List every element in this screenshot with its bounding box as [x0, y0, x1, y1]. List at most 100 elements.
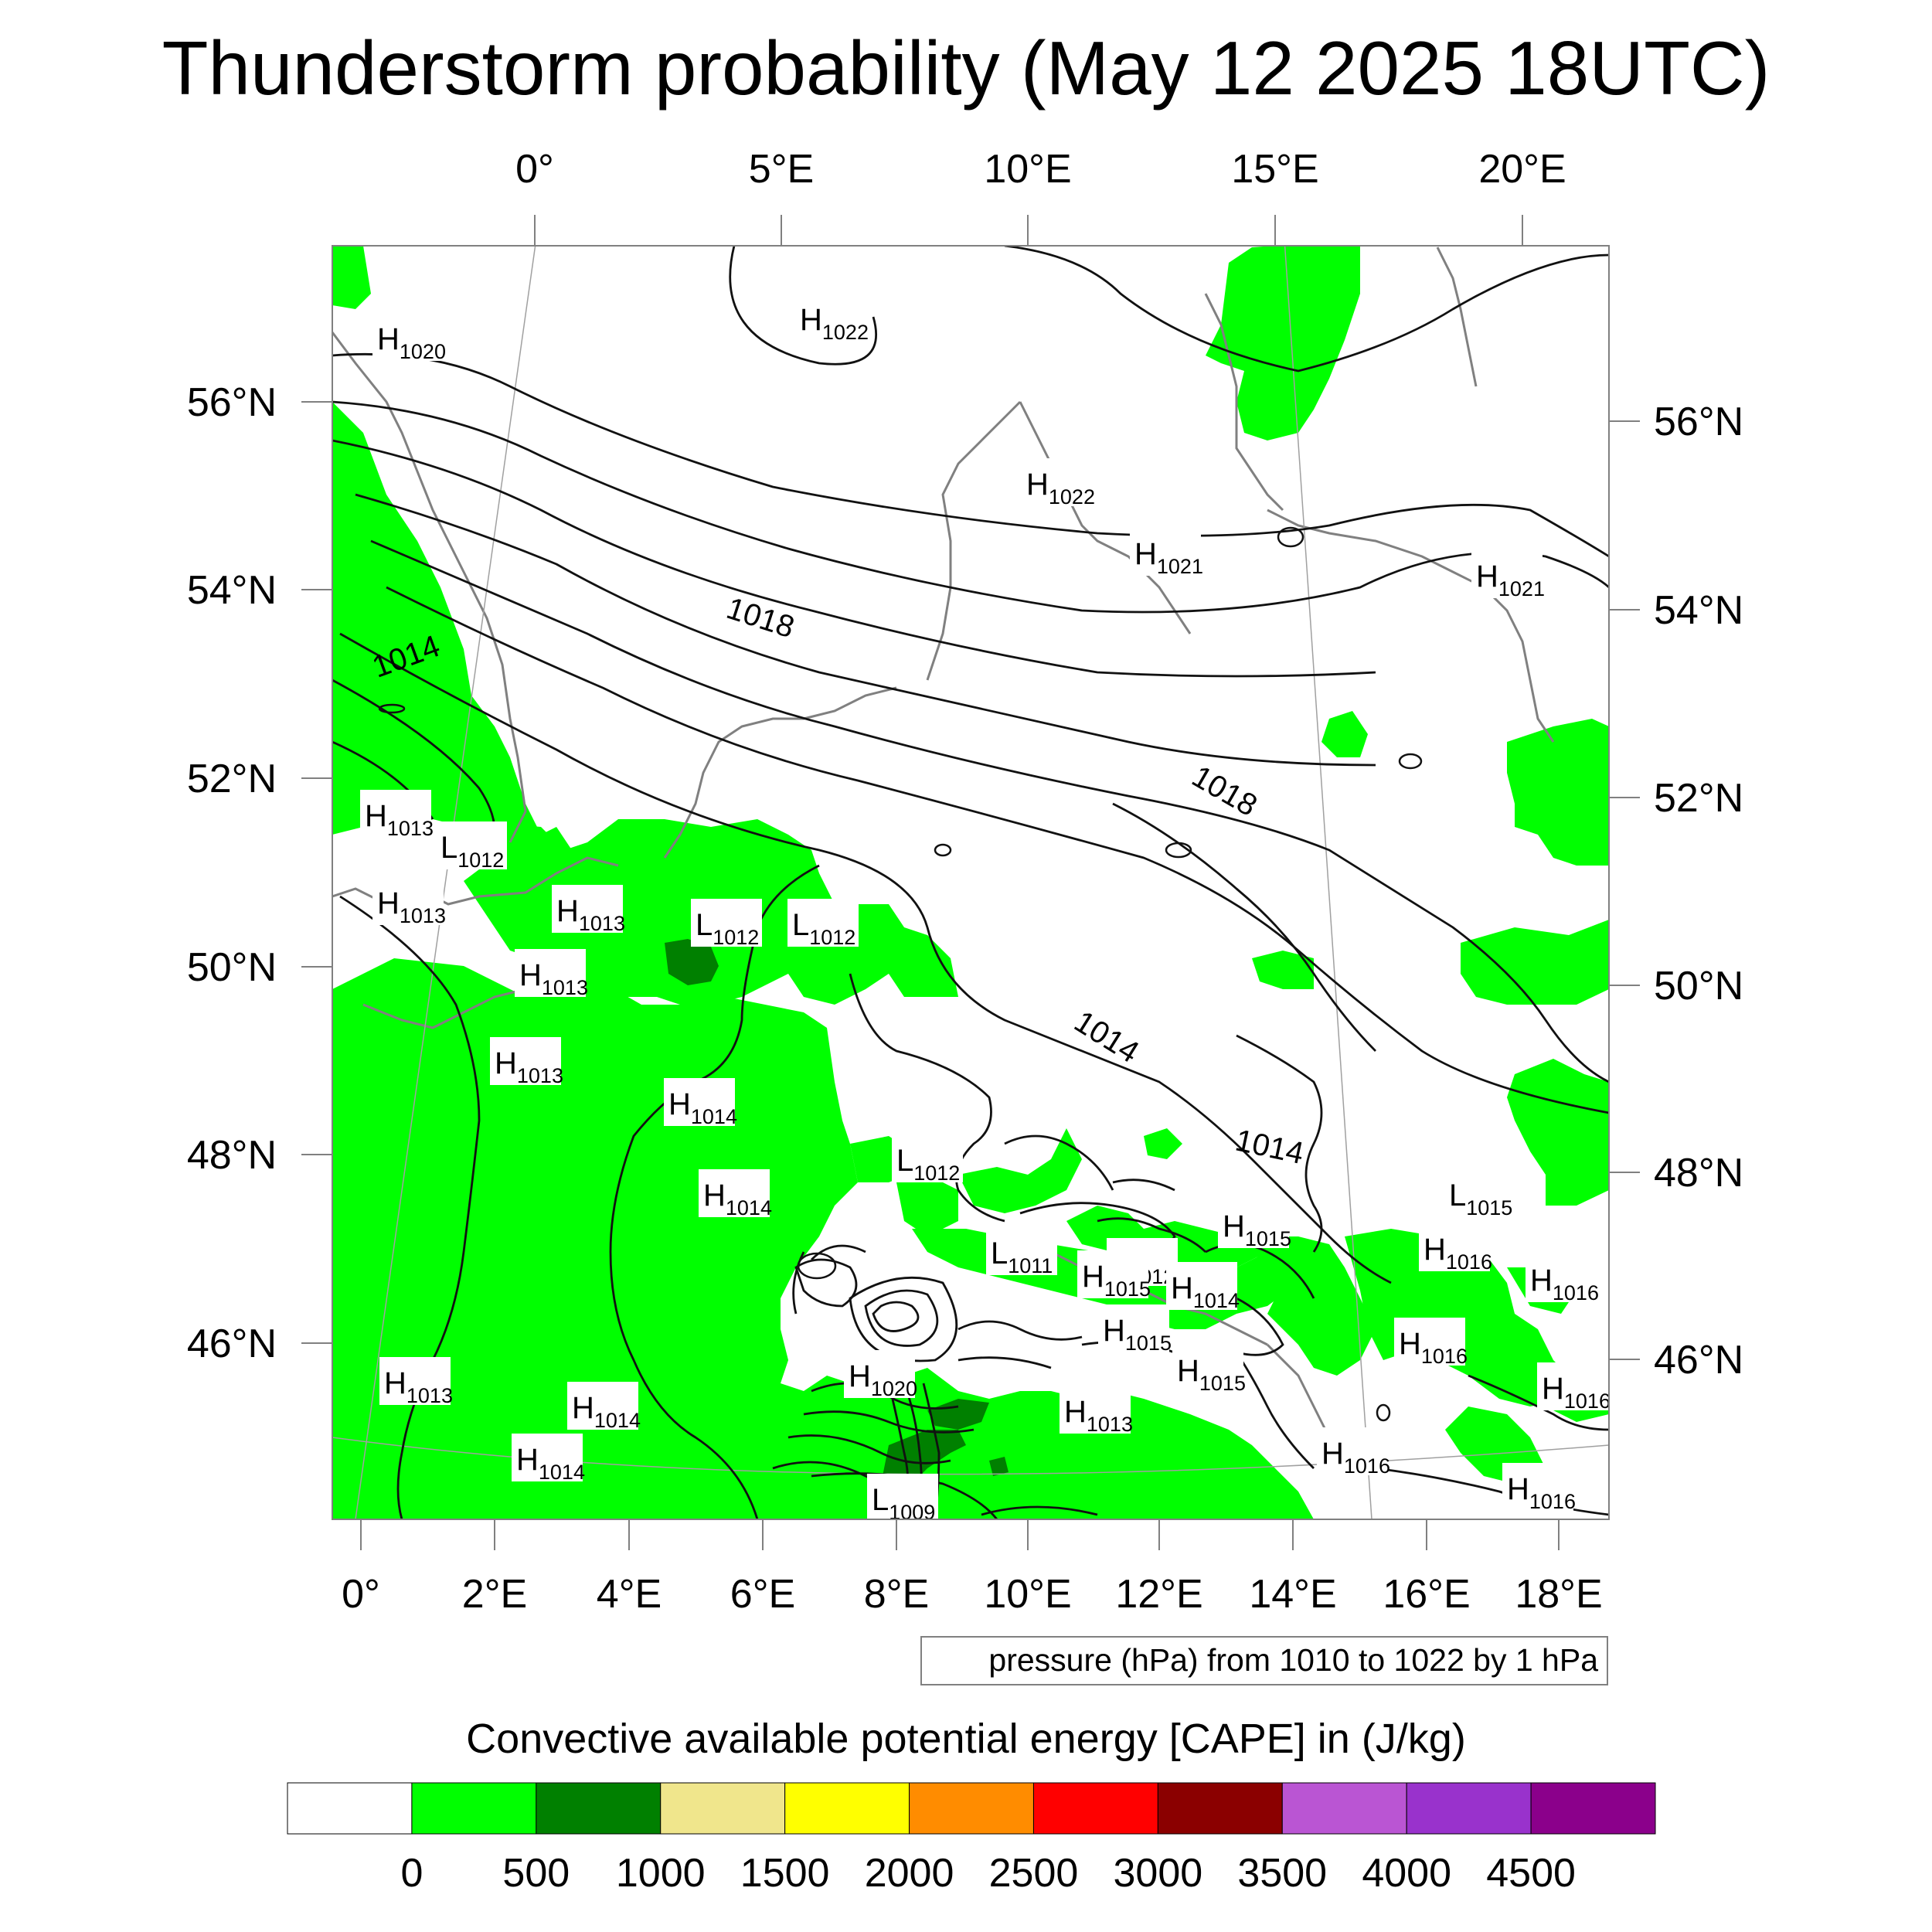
right-lat-label: 50°N — [1654, 964, 1743, 1009]
pressure-center-label-bg — [1317, 1427, 1388, 1475]
pressure-center-label-bg — [1444, 1169, 1515, 1217]
pressure-center-label: H1016 — [1530, 1264, 1599, 1304]
pressure-center-label-bg — [1022, 458, 1093, 506]
colorbar-tick-label: 500 — [502, 1851, 570, 1896]
pressure-center-label-bg — [844, 1350, 915, 1398]
top-lon-label: 15°E — [1231, 147, 1318, 192]
pressure-center-label-bg — [986, 1227, 1057, 1275]
pressure-center-label: H1013 — [1064, 1395, 1133, 1436]
colorbar-swatch — [1530, 1782, 1656, 1835]
right-latitude-labels: 56°N 54°N 52°N 50°N 48°N 46°N — [1654, 400, 1743, 1383]
top-lon-label: 10°E — [984, 147, 1071, 192]
isobars — [332, 246, 1609, 1519]
pressure-center-label-bg — [1218, 1200, 1289, 1248]
colorbar-tick-label: 1500 — [740, 1851, 830, 1896]
pressure-center-label-bg — [372, 877, 444, 925]
left-lat-label: 56°N — [187, 380, 277, 425]
pressure-center-label-bg — [1166, 1262, 1237, 1310]
pressure-center-label: L1011 — [991, 1236, 1053, 1277]
colorbar-tick-label: 2500 — [989, 1851, 1079, 1896]
bottom-lon-label: 18°E — [1515, 1572, 1602, 1617]
pressure-center-label: H1013 — [365, 799, 434, 840]
colorbar-tick-label: 4500 — [1486, 1851, 1576, 1896]
left-lat-label: 52°N — [187, 757, 277, 801]
pressure-center-label-bg — [1419, 1223, 1490, 1271]
right-lat-label: 52°N — [1654, 776, 1743, 821]
pressure-center-label-bg — [515, 949, 586, 997]
colorbar-swatch — [536, 1782, 662, 1835]
pressure-center-label: H1020 — [377, 322, 446, 363]
top-lon-label: 20°E — [1478, 147, 1566, 192]
right-lat-label: 54°N — [1654, 588, 1743, 633]
left-axis-ticks — [301, 401, 332, 1344]
pressure-center-label-bg — [360, 790, 431, 838]
pressure-center-label-bg — [436, 821, 507, 869]
pressure-center-label-bg — [892, 1134, 963, 1182]
colorbar-tick-label: 3000 — [1114, 1851, 1203, 1896]
bottom-lon-label: 12°E — [1115, 1572, 1202, 1617]
colorbar-tick-label: 2000 — [865, 1851, 954, 1896]
colorbar-tick-labels: 0 500 1000 1500 2000 2500 3000 3500 4000 4500 — [400, 1851, 1575, 1896]
top-lon-label: 0° — [515, 147, 554, 192]
pressure-center-label-bg — [1471, 550, 1543, 598]
pressure-center-label-bg — [372, 313, 444, 361]
pressure-center-label: H1022 — [1026, 468, 1095, 509]
bottom-lon-label: 14°E — [1249, 1572, 1336, 1617]
pressure-center-label-bg — [1077, 1250, 1148, 1298]
bottom-lon-label: 10°E — [984, 1572, 1071, 1617]
bottom-lon-label: 6°E — [730, 1572, 795, 1617]
pressure-center-label-bg — [691, 899, 762, 947]
pressure-center-label: H1015 — [1103, 1314, 1172, 1355]
left-lat-label: 50°N — [187, 945, 277, 990]
left-lat-label: 46°N — [187, 1321, 277, 1366]
pressure-center-label: H1016 — [1507, 1472, 1576, 1513]
pressure-center-label-bg — [787, 899, 859, 947]
pressure-center-label-bg — [379, 1357, 451, 1405]
pressure-center-label-bg — [1526, 1254, 1597, 1302]
pressure-center-label-bg — [795, 294, 866, 342]
pressure-center-label: H1014 — [668, 1087, 737, 1128]
left-lat-label: 48°N — [187, 1133, 277, 1178]
pressure-center-label: L1012 — [440, 831, 504, 872]
coastlines — [332, 247, 1555, 1469]
pressure-center-label: H1016 — [1423, 1233, 1492, 1274]
pressure-center-label: H1013 — [556, 894, 625, 935]
pressure-center-label-bg — [1130, 528, 1201, 576]
pressure-center-label: H1014 — [703, 1179, 772, 1219]
bottom-lon-label: 0° — [342, 1572, 380, 1617]
colorbar-swatch — [1406, 1782, 1532, 1835]
left-lat-label: 54°N — [187, 568, 277, 613]
pressure-center-label: H1015 — [1082, 1260, 1151, 1301]
pressure-center-label: H1013 — [495, 1046, 563, 1087]
colorbar-swatch — [1157, 1782, 1283, 1835]
pressure-center-label: H1021 — [1476, 560, 1545, 600]
pressure-center-label: H1016 — [1321, 1437, 1390, 1478]
colorbar-tick-label: 0 — [400, 1851, 423, 1896]
chart-title: Thunderstorm probability (May 12 2025 18… — [162, 26, 1770, 111]
pressure-center-label: L1015 — [1449, 1179, 1512, 1219]
colorbar-swatch — [411, 1782, 537, 1835]
colorbar-swatch — [287, 1782, 413, 1835]
top-lon-label: 5°E — [749, 147, 814, 192]
right-lat-label: 48°N — [1654, 1151, 1743, 1196]
pressure-center-label: H1015 — [1177, 1354, 1246, 1395]
plot-area: 1014 1018 1018 1014 1014 H1020H1022H1022… — [332, 246, 1609, 1524]
colorbar-tick-label: 1000 — [616, 1851, 706, 1896]
pressure-center-label: L1009 — [872, 1483, 935, 1524]
colorbar-tick-label: 4000 — [1362, 1851, 1451, 1896]
pressure-center-label-bg — [1172, 1345, 1243, 1393]
pressure-center-label: H1014 — [1171, 1271, 1240, 1312]
bottom-lon-label: 2°E — [462, 1572, 527, 1617]
colorbar-swatches — [287, 1782, 1656, 1835]
colorbar-title: Convective available potential energy [C… — [466, 1716, 1466, 1762]
pressure-center-label: H1014 — [516, 1443, 585, 1484]
pressure-center-label-bg — [552, 885, 623, 933]
bottom-lon-label: 16°E — [1383, 1572, 1470, 1617]
pressure-center-label-bg — [867, 1474, 938, 1519]
pressure-center-label-bg — [1098, 1304, 1169, 1352]
right-lat-label: 56°N — [1654, 400, 1743, 444]
pressure-center-label-bg — [1537, 1362, 1608, 1410]
cape-500-1000-field — [665, 939, 1009, 1519]
colorbar-swatch — [909, 1782, 1034, 1835]
bottom-lon-label: 8°E — [864, 1572, 929, 1617]
